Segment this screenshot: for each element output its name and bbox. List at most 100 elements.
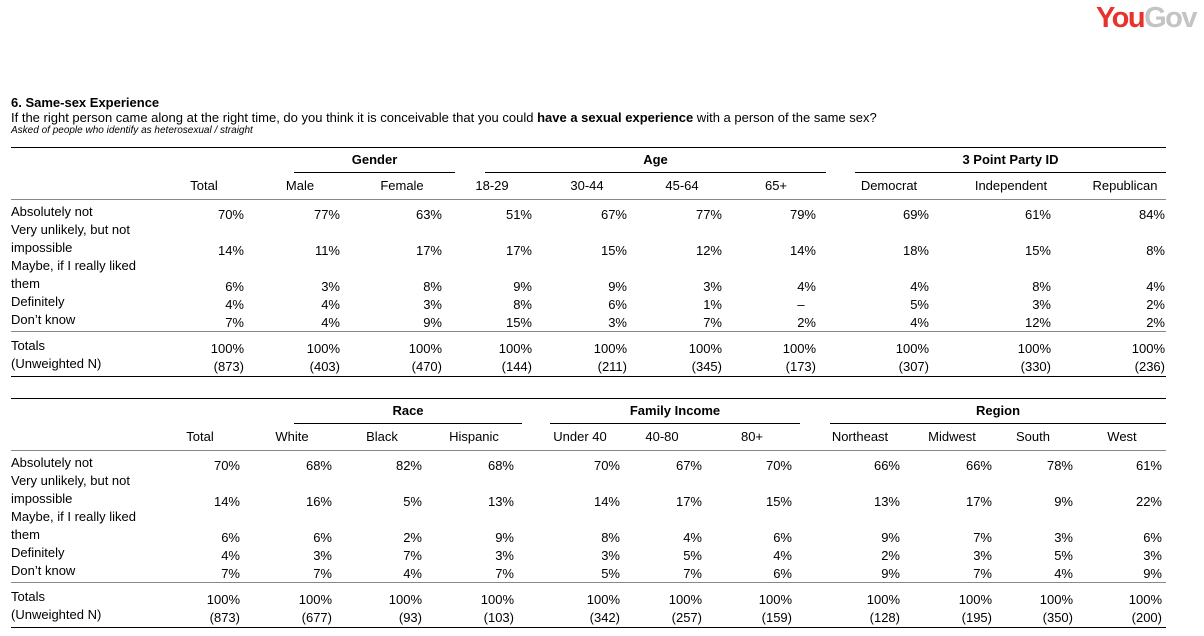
table2-cell-dont-know: 7% [313,566,332,581]
row-label-unweighted: (Unweighted N) [11,356,102,371]
row-label-unweighted: (Unweighted N) [11,607,102,622]
table2-cell-definitely: 7% [403,548,422,563]
table2-cell-dont-know: 7% [683,566,702,581]
table2-cell-definitely: 5% [683,548,702,563]
table1-cell-definitely: 4% [321,297,340,312]
table1-cell-definitely: 6% [608,297,627,312]
table1-cell-very-unlikely: 8% [1146,243,1165,258]
table2-cell-totals: 100% [958,592,992,607]
table1-cell-absolutely-not: 77% [313,207,340,222]
table1-cell-unweighted: (403) [309,359,340,374]
table2-cell-very-unlikely: 16% [305,494,332,509]
row-label-absolutely-not: Absolutely not [11,455,93,470]
table2-cell-dont-know: 7% [221,566,240,581]
table1-cell-maybe: 4% [797,279,816,294]
table2-column-header: Under 40 [553,429,607,444]
table2-group-rule [830,423,1166,424]
table2-cell-very-unlikely: 17% [965,494,992,509]
row-label-very-unlikely-cont: impossible [11,491,73,506]
table2-cell-dont-know: 6% [773,566,792,581]
table2-cell-maybe: 4% [683,530,702,545]
table1-cell-absolutely-not: 63% [415,207,442,222]
table1-cell-unweighted: (345) [691,359,722,374]
table1-group-header: 3 Point Party ID [962,152,1059,167]
table1-cell-absolutely-not: 84% [1138,207,1165,222]
table1-cell-totals: 100% [895,341,929,356]
table2-cell-unweighted: (200) [1131,610,1162,625]
table2-cell-unweighted: (257) [671,610,702,625]
table2-cell-very-unlikely: 15% [765,494,792,509]
table2-cell-dont-know: 5% [601,566,620,581]
table1-cell-maybe: 3% [321,279,340,294]
table1-cell-absolutely-not: 61% [1024,207,1051,222]
table2-column-header: White [275,429,309,444]
table2-cell-dont-know: 9% [1143,566,1162,581]
table2-cell-absolutely-not: 82% [395,458,422,473]
question-text: If the right person came along at the ri… [11,110,877,125]
logo-you: You [1095,2,1146,34]
table2-column-header: Total [186,429,214,444]
table1-column-header: 30-44 [570,178,604,193]
table1-cell-very-unlikely: 14% [217,243,244,258]
table1-column-header: 65+ [764,178,788,193]
row-label-dont-know: Don’t know [11,312,76,327]
table1-cell-unweighted: (173) [785,359,816,374]
table2-cell-totals: 100% [758,592,792,607]
table1-group-header: Age [643,152,668,167]
table1-cell-dont-know: 12% [1024,315,1051,330]
table2-cell-dont-know: 4% [403,566,422,581]
table1-cell-very-unlikely: 14% [789,243,816,258]
row-label-very-unlikely: Very unlikely, but not [11,222,130,237]
table1-cell-maybe: 9% [608,279,627,294]
table2-cell-maybe: 8% [601,530,620,545]
table1-cell-dont-know: 9% [423,315,442,330]
table2-cell-absolutely-not: 68% [305,458,332,473]
table1-cell-dont-know: 2% [797,315,816,330]
table2-cell-definitely: 4% [773,548,792,563]
table1-cell-definitely: 2% [1146,297,1165,312]
table1-header-rule [11,199,1166,200]
table2-cell-definitely: 2% [881,548,900,563]
table2-cell-unweighted: (677) [301,610,332,625]
table1-cell-very-unlikely: 15% [1024,243,1051,258]
table1-column-header: Democrat [860,178,918,193]
table1-cell-totals: 100% [1131,341,1165,356]
row-label-maybe: Maybe, if I really liked [11,509,136,524]
table2-cell-absolutely-not: 70% [765,458,792,473]
row-label-maybe-cont: them [11,276,40,291]
row-label-totals: Totals [11,589,45,604]
table1-cell-unweighted: (236) [1134,359,1165,374]
table1-cell-maybe: 8% [423,279,442,294]
table1-cell-definitely: – [797,297,805,312]
table2-cell-totals: 100% [206,592,240,607]
table1-cell-totals: 100% [593,341,627,356]
table1-top-rule [11,147,1166,148]
table2-column-header: 80+ [740,429,764,444]
table2-cell-definitely: 3% [601,548,620,563]
table2-cell-definitely: 3% [1143,548,1162,563]
table1-cell-definitely: 3% [1032,297,1051,312]
table2-cell-unweighted: (350) [1042,610,1073,625]
table2-cell-definitely: 3% [495,548,514,563]
table1-cell-definitely: 8% [513,297,532,312]
row-label-dont-know: Don’t know [11,563,76,578]
table1-cell-definitely: 5% [910,297,929,312]
table2-cell-totals: 100% [1039,592,1073,607]
table2-column-header: South [1016,429,1050,444]
table2-cell-maybe: 2% [403,530,422,545]
table1-cell-unweighted: (307) [898,359,929,374]
row-label-absolutely-not: Absolutely not [11,204,93,219]
table2-cell-absolutely-not: 78% [1046,458,1073,473]
table1-cell-absolutely-not: 51% [505,207,532,222]
table1-cell-maybe: 4% [910,279,929,294]
table2-cell-maybe: 6% [313,530,332,545]
table2-cell-absolutely-not: 66% [965,458,992,473]
table1-group-rule [294,172,455,173]
table2-cell-very-unlikely: 14% [213,494,240,509]
table2-cell-very-unlikely: 5% [403,494,422,509]
table2-group-header: Race [392,403,424,418]
table1-cell-absolutely-not: 67% [600,207,627,222]
table2-cell-very-unlikely: 22% [1135,494,1162,509]
table1-cell-dont-know: 2% [1146,315,1165,330]
table1-cell-maybe: 3% [703,279,722,294]
